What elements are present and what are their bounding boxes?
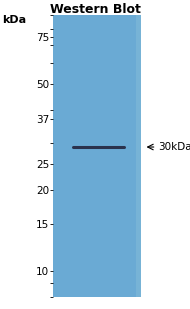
Bar — [136, 15, 141, 297]
Text: 30kDa: 30kDa — [158, 142, 190, 152]
Text: Western Blot: Western Blot — [50, 3, 140, 16]
Bar — [53, 15, 141, 297]
Text: kDa: kDa — [2, 15, 26, 25]
